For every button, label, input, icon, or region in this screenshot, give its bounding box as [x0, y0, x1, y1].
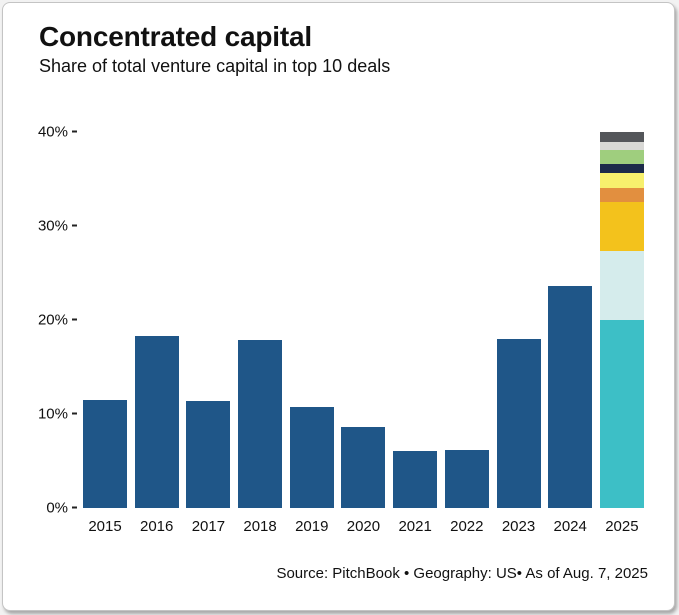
- bar-2020: [341, 426, 386, 508]
- bar-2025-segment-5: [599, 173, 644, 189]
- bar-2021: [393, 451, 438, 508]
- bar-2017: [186, 400, 231, 508]
- bar-2016: [134, 335, 179, 508]
- chart-subtitle: Share of total venture capital in top 10…: [39, 56, 391, 77]
- bar-2025-segment-3: [599, 202, 644, 252]
- x-axis-label-2019: 2019: [295, 517, 329, 535]
- x-axis-label-2024: 2024: [553, 517, 587, 535]
- bar-2022: [444, 449, 489, 508]
- bar-2015: [83, 399, 127, 508]
- bar-2023: [496, 338, 541, 508]
- source-note: Source: PitchBook • Geography: US• As of…: [276, 564, 648, 582]
- y-tick-text: 30%: [37, 217, 68, 235]
- bar-2025-segment-4: [599, 188, 644, 203]
- bar-2018: [238, 340, 283, 508]
- bar-2025-segment-9: [599, 131, 644, 143]
- y-axis-label-10: 10%: [38, 405, 77, 422]
- tick-mark: [72, 412, 77, 415]
- bar-2025-segment-2: [599, 251, 644, 320]
- x-axis-label-2016: 2016: [140, 517, 174, 535]
- plot-area: [77, 131, 650, 508]
- y-tick-text: 40%: [37, 123, 68, 141]
- y-axis-label-0: 0%: [46, 499, 77, 516]
- x-axis-label-2023: 2023: [501, 517, 536, 535]
- tick-mark: [72, 318, 77, 321]
- x-axis-label-2022: 2022: [450, 517, 484, 535]
- x-axis-label-2021: 2021: [398, 517, 432, 535]
- x-axis: 2015 2016 2017 2018 2019 2020 2021 2022 2023 2024…: [77, 518, 650, 535]
- y-tick-text: 20%: [37, 311, 68, 329]
- tick-mark: [72, 130, 77, 133]
- y-axis: 0% 10% 20% 30% 40%: [15, 123, 77, 516]
- y-tick-text: 10%: [37, 405, 68, 423]
- tick-mark: [72, 506, 77, 509]
- x-axis-label-2015: 2015: [88, 517, 122, 535]
- y-tick-text: 0%: [46, 499, 68, 517]
- bar-2019: [289, 407, 334, 508]
- bar-2025-segment-8: [599, 142, 644, 150]
- y-axis-label-20: 20%: [38, 311, 77, 328]
- bar-chart: 0% 10% 20% 30% 40%: [15, 123, 650, 516]
- chart-title: Concentrated capital: [39, 21, 312, 52]
- y-axis-label-30: 30%: [38, 217, 77, 234]
- tick-mark: [72, 224, 77, 227]
- bar-2025-segment-6: [599, 163, 644, 174]
- x-axis-label-2020: 2020: [346, 517, 381, 535]
- bar-2025-segment-1: [599, 319, 644, 508]
- y-axis-label-40: 40%: [38, 123, 77, 140]
- x-axis-label-2018: 2018: [243, 517, 277, 535]
- bar-2025: [599, 131, 644, 508]
- bar-2025-segment-7: [599, 149, 644, 164]
- x-axis-label-2017: 2017: [191, 517, 226, 535]
- bar-2024: [548, 285, 593, 508]
- x-axis-label-2025: 2025: [605, 517, 639, 535]
